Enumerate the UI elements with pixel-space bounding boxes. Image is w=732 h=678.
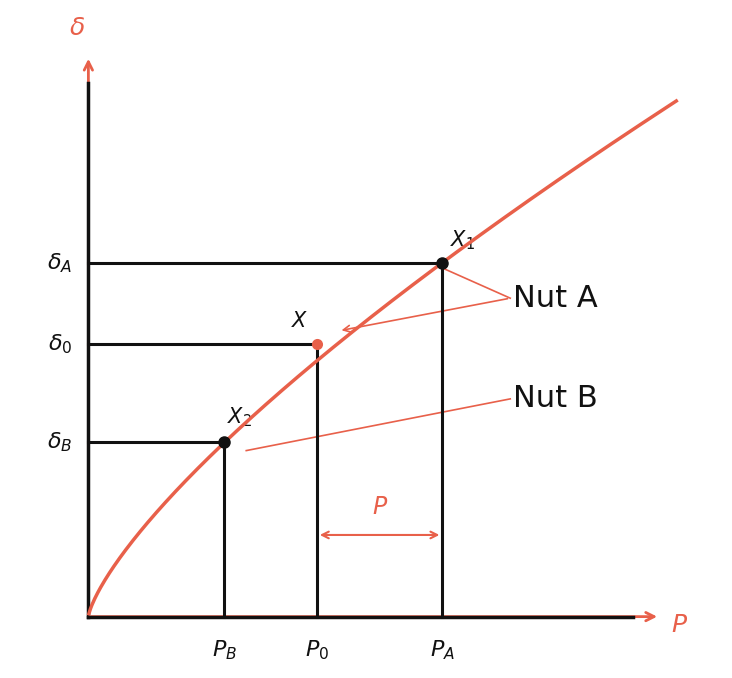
Text: $\delta_0$: $\delta_0$: [48, 333, 72, 356]
Text: $P_B$: $P_B$: [212, 639, 237, 662]
Text: $P_A$: $P_A$: [430, 639, 455, 662]
Text: Nut A: Nut A: [513, 283, 598, 313]
Text: $X_2$: $X_2$: [227, 405, 253, 428]
Text: Nut B: Nut B: [513, 384, 598, 414]
Text: $\delta$: $\delta$: [70, 16, 86, 39]
Text: $\delta_B$: $\delta_B$: [47, 431, 72, 454]
Text: $X_1$: $X_1$: [450, 228, 476, 252]
Text: $X$: $X$: [291, 311, 309, 331]
Text: $P_0$: $P_0$: [305, 639, 329, 662]
Text: P: P: [671, 613, 686, 637]
Text: $\delta_A$: $\delta_A$: [47, 251, 72, 275]
Text: P: P: [373, 495, 386, 519]
